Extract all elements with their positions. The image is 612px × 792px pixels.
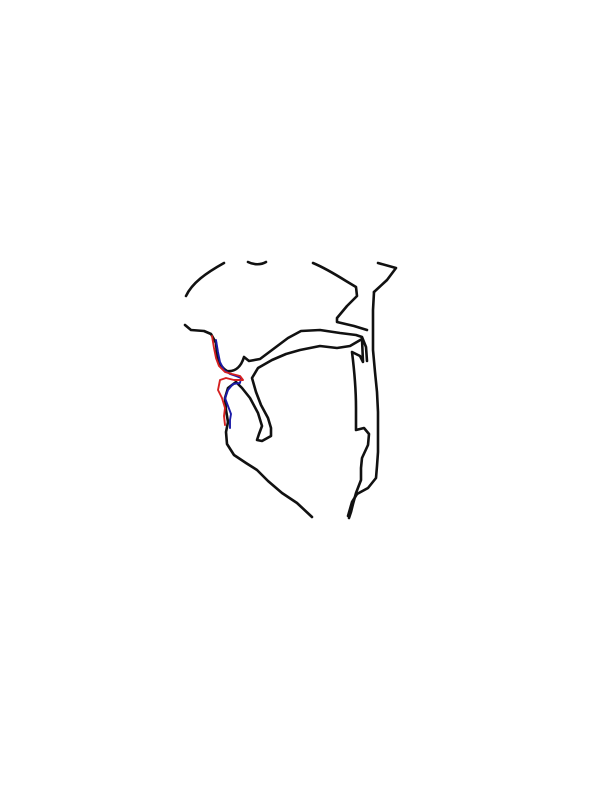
nasal-cavity-outline [184, 260, 398, 332]
contour-blue-path [215, 339, 242, 429]
lip-contour-blue [215, 339, 242, 429]
nasal-arc-right [311, 261, 369, 332]
tongue-upper-surface [234, 337, 364, 443]
lip-contour-red [211, 335, 244, 426]
posterior-pharyngeal-wall [346, 290, 380, 518]
tongue-outline [234, 337, 371, 520]
nasal-arc-left [184, 261, 226, 298]
nasopharynx-top [372, 261, 398, 294]
tongue-root [347, 337, 371, 520]
contour-red-path [211, 335, 244, 426]
nasal-arc-mid [246, 260, 268, 266]
